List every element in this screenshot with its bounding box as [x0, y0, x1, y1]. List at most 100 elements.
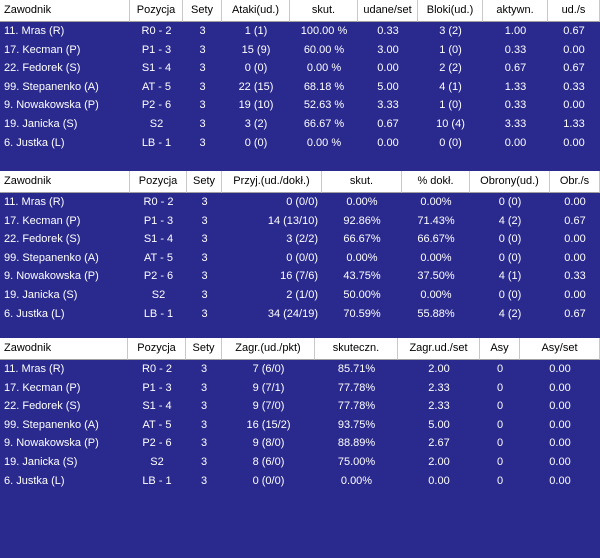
table-cell: 0.00 — [549, 474, 571, 487]
table-cell: 99. Stepanenko (A) — [4, 418, 99, 431]
column-header[interactable]: skut. — [322, 171, 402, 193]
table-cell: 0.67 — [377, 118, 399, 130]
table-cell: 88.89% — [337, 437, 376, 450]
column-header[interactable]: Asy/set — [520, 338, 600, 360]
table-cell: AT - 5 — [142, 418, 172, 431]
column-header[interactable]: Ataki(ud.) — [222, 0, 290, 22]
column-header[interactable]: Zawodnik — [0, 171, 130, 193]
table-cell: 0.33 — [564, 270, 586, 283]
table-cell: LB - 1 — [142, 474, 172, 487]
table-cell: 0 (0) — [244, 62, 268, 75]
table-cell: 0 — [496, 437, 504, 450]
column-header[interactable]: Pozycja — [130, 0, 183, 22]
column-header[interactable]: Obr./s — [550, 171, 600, 193]
table-cell: 0.00 — [563, 136, 585, 149]
column-header[interactable]: udane/set — [358, 0, 418, 22]
table-cell: 3 — [201, 251, 208, 264]
column-header[interactable]: Zagr.(ud./pkt) — [222, 338, 315, 360]
column-header[interactable]: Sety — [187, 171, 222, 193]
table-cell: 3.00 — [377, 43, 399, 56]
table-cell: AT - 5 — [144, 251, 173, 264]
table-cell: 19. Janicka (S) — [4, 289, 78, 301]
table-cell: 50.00% — [343, 289, 381, 301]
table-cell: 0.00 — [504, 136, 527, 149]
table-cell: R0 - 2 — [143, 196, 174, 208]
column-header[interactable]: Obrony(ud.) — [470, 171, 550, 193]
table-cell: 71.43% — [417, 214, 455, 227]
table-cell: 0.00% — [420, 196, 452, 208]
column-header[interactable]: ud./s — [548, 0, 600, 22]
table-cell: 10 (4) — [436, 118, 465, 130]
table-cell: 0.33 — [377, 25, 399, 37]
table-cell: P2 - 6 — [141, 99, 172, 112]
column-header[interactable]: Sety — [186, 338, 222, 360]
table-cell: 52.63 % — [303, 99, 345, 112]
table-cell: 9. Nowakowska (P) — [4, 437, 99, 450]
table-cell: 2.33 — [428, 381, 450, 394]
table-cell: 100.00 % — [300, 25, 348, 37]
table-cell: 3 — [199, 43, 206, 56]
table-cell: 0 (0) — [498, 289, 522, 301]
column-header[interactable]: Bloki(ud.) — [418, 0, 483, 22]
table-cell: 14 (13/10) — [267, 214, 318, 227]
table-cell: 0.67 — [563, 25, 585, 37]
table-cell: 3.33 — [377, 99, 399, 112]
table-cell: 3 — [199, 80, 206, 93]
table-cell: 3 — [201, 289, 208, 301]
table-cell: 0.00 — [564, 289, 586, 301]
column-header[interactable]: aktywn. — [483, 0, 548, 22]
table-cell: 99. Stepanenko (A) — [4, 80, 99, 93]
table-cell: 19. Janicka (S) — [4, 118, 78, 130]
table-cell: 0.33 — [504, 43, 527, 56]
table-cell: 2.67 — [428, 437, 450, 450]
table-cell: S1 - 4 — [141, 62, 172, 75]
column-header[interactable]: Zawodnik — [0, 338, 128, 360]
table-cell: 0.67 — [564, 307, 586, 320]
table-cell: 0 — [496, 456, 504, 468]
table-cell: 1.33 — [563, 118, 585, 130]
table-cell: 3 — [201, 196, 208, 208]
table-cell: 0 (0) — [439, 136, 462, 149]
column-header[interactable]: Zawodnik — [0, 0, 130, 22]
table-cell: 4 (1) — [498, 270, 522, 283]
column-header[interactable]: Pozycja — [128, 338, 186, 360]
table-cell: 6. Justka (L) — [4, 136, 65, 149]
table-cell: 0.00 — [564, 233, 586, 246]
table-cell: 0.00% — [346, 196, 378, 208]
table-cell: S2 — [150, 456, 164, 468]
table-cell: 0 (0/0) — [286, 196, 318, 208]
table-cell: 9 (8/0) — [252, 437, 285, 450]
table-cell: 3 — [200, 418, 208, 431]
table-cell: 0.00 — [377, 62, 399, 75]
column-header[interactable]: Przyj.(ud./dokł.) — [222, 171, 322, 193]
column-header[interactable]: Zagr.ud./set — [398, 338, 480, 360]
table-cell: 1 (0) — [439, 99, 462, 112]
table-cell: 34 (24/19) — [267, 307, 318, 320]
table-cell: 70.59% — [343, 307, 381, 320]
table-cell: 0.00 — [549, 400, 571, 413]
table-cell: 22. Fedorek (S) — [4, 400, 81, 413]
table-cell: 37.50% — [417, 270, 455, 283]
column-header[interactable]: % dokł. — [402, 171, 470, 193]
table-cell: 22 (15) — [238, 80, 274, 93]
table-cell: 3 — [200, 381, 208, 394]
column-header[interactable]: Pozycja — [130, 171, 187, 193]
table-cell: 5.00 — [428, 418, 450, 431]
table-cell: 3 — [201, 233, 208, 246]
table-cell: 1.33 — [504, 80, 527, 93]
table-cell: 19. Janicka (S) — [4, 456, 78, 468]
table-cell: 0.00 % — [306, 62, 342, 75]
table-cell: 68.18 % — [303, 80, 345, 93]
table-cell: 0.33 — [563, 80, 585, 93]
table-cell: 3 — [199, 136, 206, 149]
column-header[interactable]: Sety — [183, 0, 222, 22]
table-cell: 77.78% — [337, 400, 376, 413]
column-header[interactable]: skuteczn. — [315, 338, 398, 360]
table-cell: P2 - 6 — [142, 437, 172, 450]
table-cell: 1 (0) — [439, 43, 462, 56]
table-cell: 66.67% — [343, 233, 381, 246]
column-header[interactable]: Asy — [480, 338, 520, 360]
table-cell: 3 (2) — [244, 118, 268, 130]
column-header[interactable]: skut. — [290, 0, 358, 22]
table-cell: 19 (10) — [238, 99, 274, 112]
